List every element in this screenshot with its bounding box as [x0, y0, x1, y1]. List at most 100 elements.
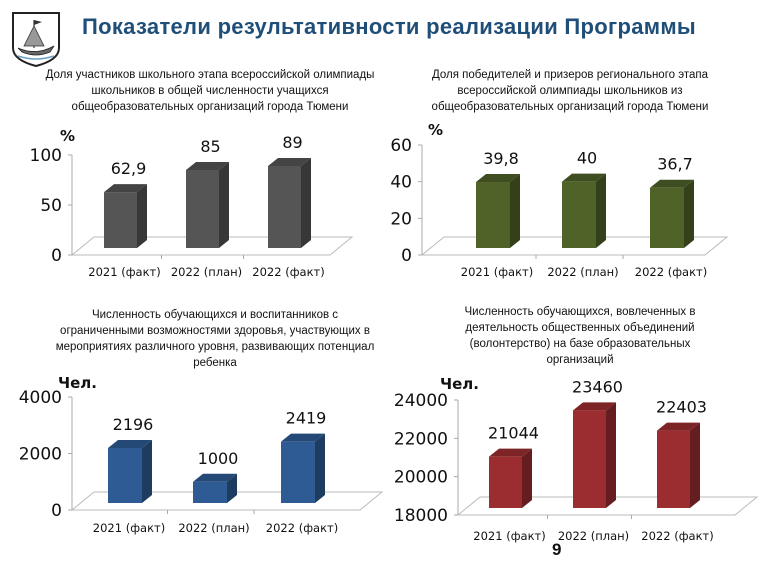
chart-1-category-label: 2022 (факт) — [252, 265, 324, 279]
chart-3-category-label: 2021 (факт) — [93, 521, 165, 535]
chart-2-y-tick-label: 60 — [390, 136, 412, 156]
chart-4-y-tick-label: 18000 — [394, 506, 448, 526]
chart-4-bar-top — [657, 422, 700, 431]
chart-1-bar-side — [219, 162, 229, 248]
chart-4-y-tick-label: 20000 — [394, 468, 448, 488]
chart-2-bar-side — [510, 174, 520, 248]
chart-1-bar-top — [268, 158, 311, 166]
chart-3-data-label: 2419 — [286, 409, 327, 428]
chart-4-category-label: 2022 (факт) — [641, 529, 713, 543]
chart-3-bar-top — [281, 433, 325, 442]
chart-3-data-label: 1000 — [198, 449, 239, 468]
chart-3-category-label: 2022 (план) — [178, 521, 249, 535]
chart-4-title: Численность обучающихся, вовлеченных в д… — [420, 304, 740, 368]
chart-4-data-label: 23460 — [572, 377, 623, 396]
chart-2-bar — [650, 187, 684, 248]
title-line: Численность обучающихся и воспитанников … — [91, 309, 339, 321]
chart-4-bar-side — [522, 448, 532, 508]
chart-1-category-label: 2021 (факт) — [88, 265, 160, 279]
chart-2-data-label: 36,7 — [657, 155, 693, 174]
chart-1-unit-label: % — [60, 127, 75, 145]
chart-2-y-tick-label: 20 — [390, 209, 412, 229]
page-number: 9 — [552, 540, 562, 559]
chart-2-category-label: 2021 (факт) — [461, 265, 533, 279]
chart-1-y-tick-label: 100 — [30, 146, 62, 166]
title-line: общеобразовательных организаций города Т… — [71, 101, 349, 113]
chart-4-bar-side — [606, 402, 616, 508]
chart-2-category-label: 2022 (план) — [547, 265, 618, 279]
chart-3-unit-label: Чел. — [58, 374, 97, 392]
chart-2-title: Доля победителей и призеров региональног… — [400, 67, 740, 115]
chart-2-bar-top — [562, 173, 606, 182]
chart-2-bar-side — [596, 173, 606, 248]
chart-1-bar-top — [186, 162, 229, 170]
chart-1-bar-top — [104, 184, 147, 193]
title-line: (волонтерство) на базе образовательных — [469, 338, 691, 350]
chart-3-data-label: 2196 — [113, 415, 154, 434]
chart-2-category-label: 2022 (факт) — [635, 265, 707, 279]
title-line: всероссийской олимпиады школьников из — [457, 85, 683, 97]
chart-4-bar-top — [573, 402, 616, 411]
chart-4-bar — [573, 410, 606, 508]
chart-2-bar-top — [476, 174, 520, 183]
chart-1-category-label: 2022 (план) — [171, 265, 242, 279]
chart-2-y-tick-label: 40 — [390, 173, 412, 193]
chart-1-data-label: 62,9 — [111, 159, 147, 178]
chart-1-bar — [186, 170, 219, 248]
chart-4-category-label: 2022 (план) — [558, 529, 629, 543]
chart-3-bar-side — [142, 439, 152, 503]
title-line: Доля участников школьного этапа всеросси… — [45, 69, 375, 81]
chart-1-data-label: 85 — [200, 137, 220, 156]
chart-3-bar-top — [193, 473, 237, 482]
chart-4-bar — [657, 430, 690, 508]
title-line: общеобразовательных организаций города Т… — [431, 101, 709, 113]
chart-2-bar-top — [650, 179, 694, 188]
coat-of-arms-logo — [12, 12, 60, 68]
chart-2-bar-side — [684, 179, 694, 248]
chart-2-bar — [562, 181, 596, 248]
chart-4-data-label: 21044 — [488, 424, 539, 443]
page-title: Показатели результативности реализации П… — [82, 14, 696, 39]
chart-2-data-label: 40 — [577, 149, 597, 168]
chart-4-y-tick-label: 22000 — [394, 429, 448, 449]
chart-3-bar — [108, 447, 142, 503]
chart-1-bar-side — [137, 184, 147, 248]
chart-1-title: Доля участников школьного этапа всеросси… — [20, 67, 400, 115]
chart-4-bar-side — [690, 422, 700, 508]
chart-3-bar-top — [108, 439, 152, 448]
chart-3-y-tick-label: 4000 — [19, 388, 62, 408]
chart-4-bar-top — [489, 448, 532, 457]
chart-1-bar-side — [301, 158, 311, 248]
title-line: Численность обучающихся, вовлеченных в — [464, 306, 696, 318]
chart-2-bar — [476, 182, 510, 248]
title-line: Доля победителей и призеров региональног… — [431, 69, 709, 81]
chart-3-title: Численность обучающихся и воспитанников … — [20, 307, 410, 371]
chart-3-bar — [281, 441, 315, 503]
chart-2-y-tick-label: 0 — [401, 246, 412, 266]
chart-3-bar — [193, 481, 227, 503]
chart-1-y-tick-label: 0 — [51, 246, 62, 266]
chart-4-bar — [489, 456, 522, 508]
chart-3-bar-side — [315, 433, 325, 503]
chart-2-unit-label: % — [428, 121, 443, 139]
chart-4-category-label: 2021 (факт) — [473, 529, 545, 543]
chart-1-bar — [104, 192, 137, 248]
chart-1-data-label: 89 — [282, 133, 302, 152]
title-line: организаций — [546, 354, 614, 366]
chart-2-data-label: 39,8 — [483, 149, 519, 168]
chart-3-y-tick-label: 0 — [51, 501, 62, 521]
chart-4-unit-label: Чел. — [440, 375, 479, 393]
chart-3-y-tick-label: 2000 — [19, 445, 62, 465]
chart-4-data-label: 22403 — [656, 398, 707, 417]
title-line: ребенка — [193, 357, 237, 369]
chart-1-bar — [268, 166, 301, 248]
chart-3-category-label: 2022 (факт) — [266, 521, 338, 535]
title-line: деятельность общественных объединений — [465, 322, 695, 334]
chart-1-y-tick-label: 50 — [40, 196, 62, 216]
chart-4-y-tick-label: 24000 — [394, 391, 448, 411]
title-line: мероприятиях различного уровня, развиваю… — [55, 341, 375, 353]
title-line: школьников в общей численности учащихся — [91, 85, 329, 97]
title-line: ограниченными возможностями здоровья, уч… — [60, 325, 370, 337]
